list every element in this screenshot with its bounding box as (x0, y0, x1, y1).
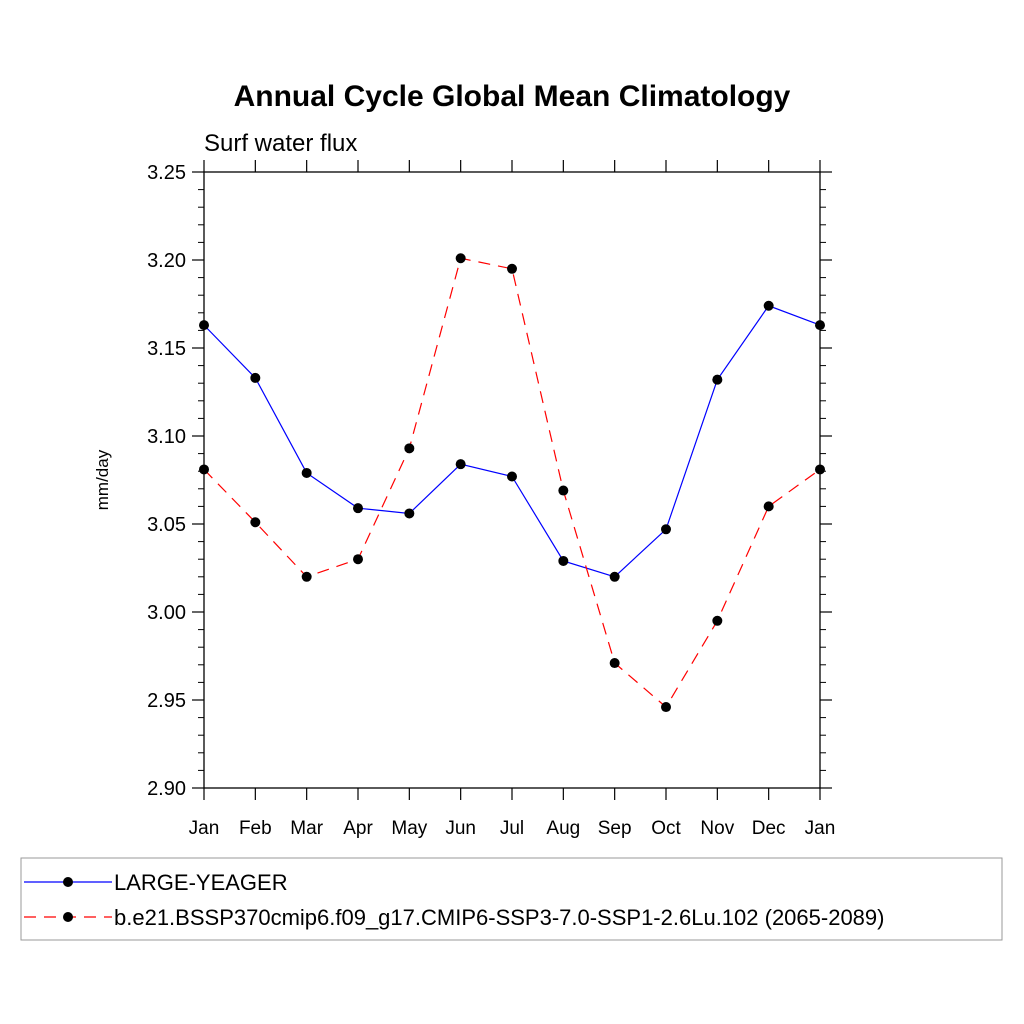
y-tick-label: 3.20 (147, 250, 186, 272)
data-point (455, 253, 466, 264)
data-point (815, 320, 825, 331)
chart-subtitle: Surf water flux (204, 130, 357, 157)
y-tick-label: 2.90 (147, 778, 186, 800)
y-tick-label: 3.15 (147, 338, 186, 360)
data-point (609, 571, 620, 582)
legend-marker-1 (63, 877, 73, 887)
x-tick-label: May (391, 818, 427, 839)
chart-title: Annual Cycle Global Mean Climatology (234, 80, 791, 113)
x-tick-label: Sep (598, 818, 632, 839)
y-tick-label: 3.10 (147, 426, 186, 448)
data-point (763, 501, 774, 512)
series-2 (199, 253, 825, 713)
x-tick-label: Jun (445, 818, 476, 839)
data-point (661, 524, 671, 535)
data-point (301, 571, 312, 582)
legend-box (20, 857, 1003, 941)
data-point (661, 702, 671, 713)
data-point (763, 300, 774, 311)
series-line-2 (203, 257, 821, 708)
series-line-1 (203, 305, 821, 578)
data-point (199, 320, 209, 331)
data-point (815, 464, 825, 475)
legend-marker-2 (63, 912, 73, 922)
x-tick-label: Jul (500, 818, 524, 839)
y-axis-label: mm/day (93, 449, 112, 510)
legend-entry-1: LARGE-YEAGER (24, 870, 288, 895)
legend-label-2: b.e21.BSSP370cmip6.f09_g17.CMIP6-SSP3-7.… (114, 905, 884, 930)
axes: 2.90 2.95 3.00 3.05 3.10 3.15 3.20 3.25 Jan Feb Ma… (147, 160, 835, 839)
data-point (404, 443, 415, 454)
series-1 (199, 300, 825, 582)
data-point (712, 615, 723, 626)
x-tick-label: Jan (805, 818, 836, 839)
legend-label-1: LARGE-YEAGER (114, 870, 288, 895)
y-tick-label: 3.00 (147, 602, 186, 624)
legend-entry-2: b.e21.BSSP370cmip6.f09_g17.CMIP6-SSP3-7.… (24, 905, 884, 930)
y-tick-label: 2.95 (147, 690, 186, 712)
x-tick-label: Feb (239, 818, 272, 839)
x-tick-label: Nov (700, 818, 734, 839)
data-point (404, 508, 415, 519)
data-point (250, 517, 261, 528)
data-point (353, 503, 363, 514)
y-tick-label: 3.05 (147, 514, 186, 536)
data-point (455, 459, 466, 470)
x-tick-label: Oct (651, 818, 681, 839)
data-point (609, 658, 620, 669)
series-layer (199, 253, 825, 713)
y-tick-label: 3.25 (147, 162, 186, 184)
x-tick-label: Mar (290, 818, 323, 839)
x-tick-label: Dec (752, 818, 786, 839)
x-tick-label: Jan (189, 818, 220, 839)
data-point (353, 554, 363, 565)
data-point (507, 263, 517, 274)
data-point (558, 555, 569, 566)
data-point (199, 464, 209, 475)
x-tick-label: Aug (546, 818, 580, 839)
data-point (250, 372, 261, 383)
data-point (712, 374, 723, 385)
x-tick-label: Apr (343, 818, 373, 839)
data-point (507, 471, 517, 482)
data-point (558, 485, 569, 496)
data-point (301, 467, 312, 478)
